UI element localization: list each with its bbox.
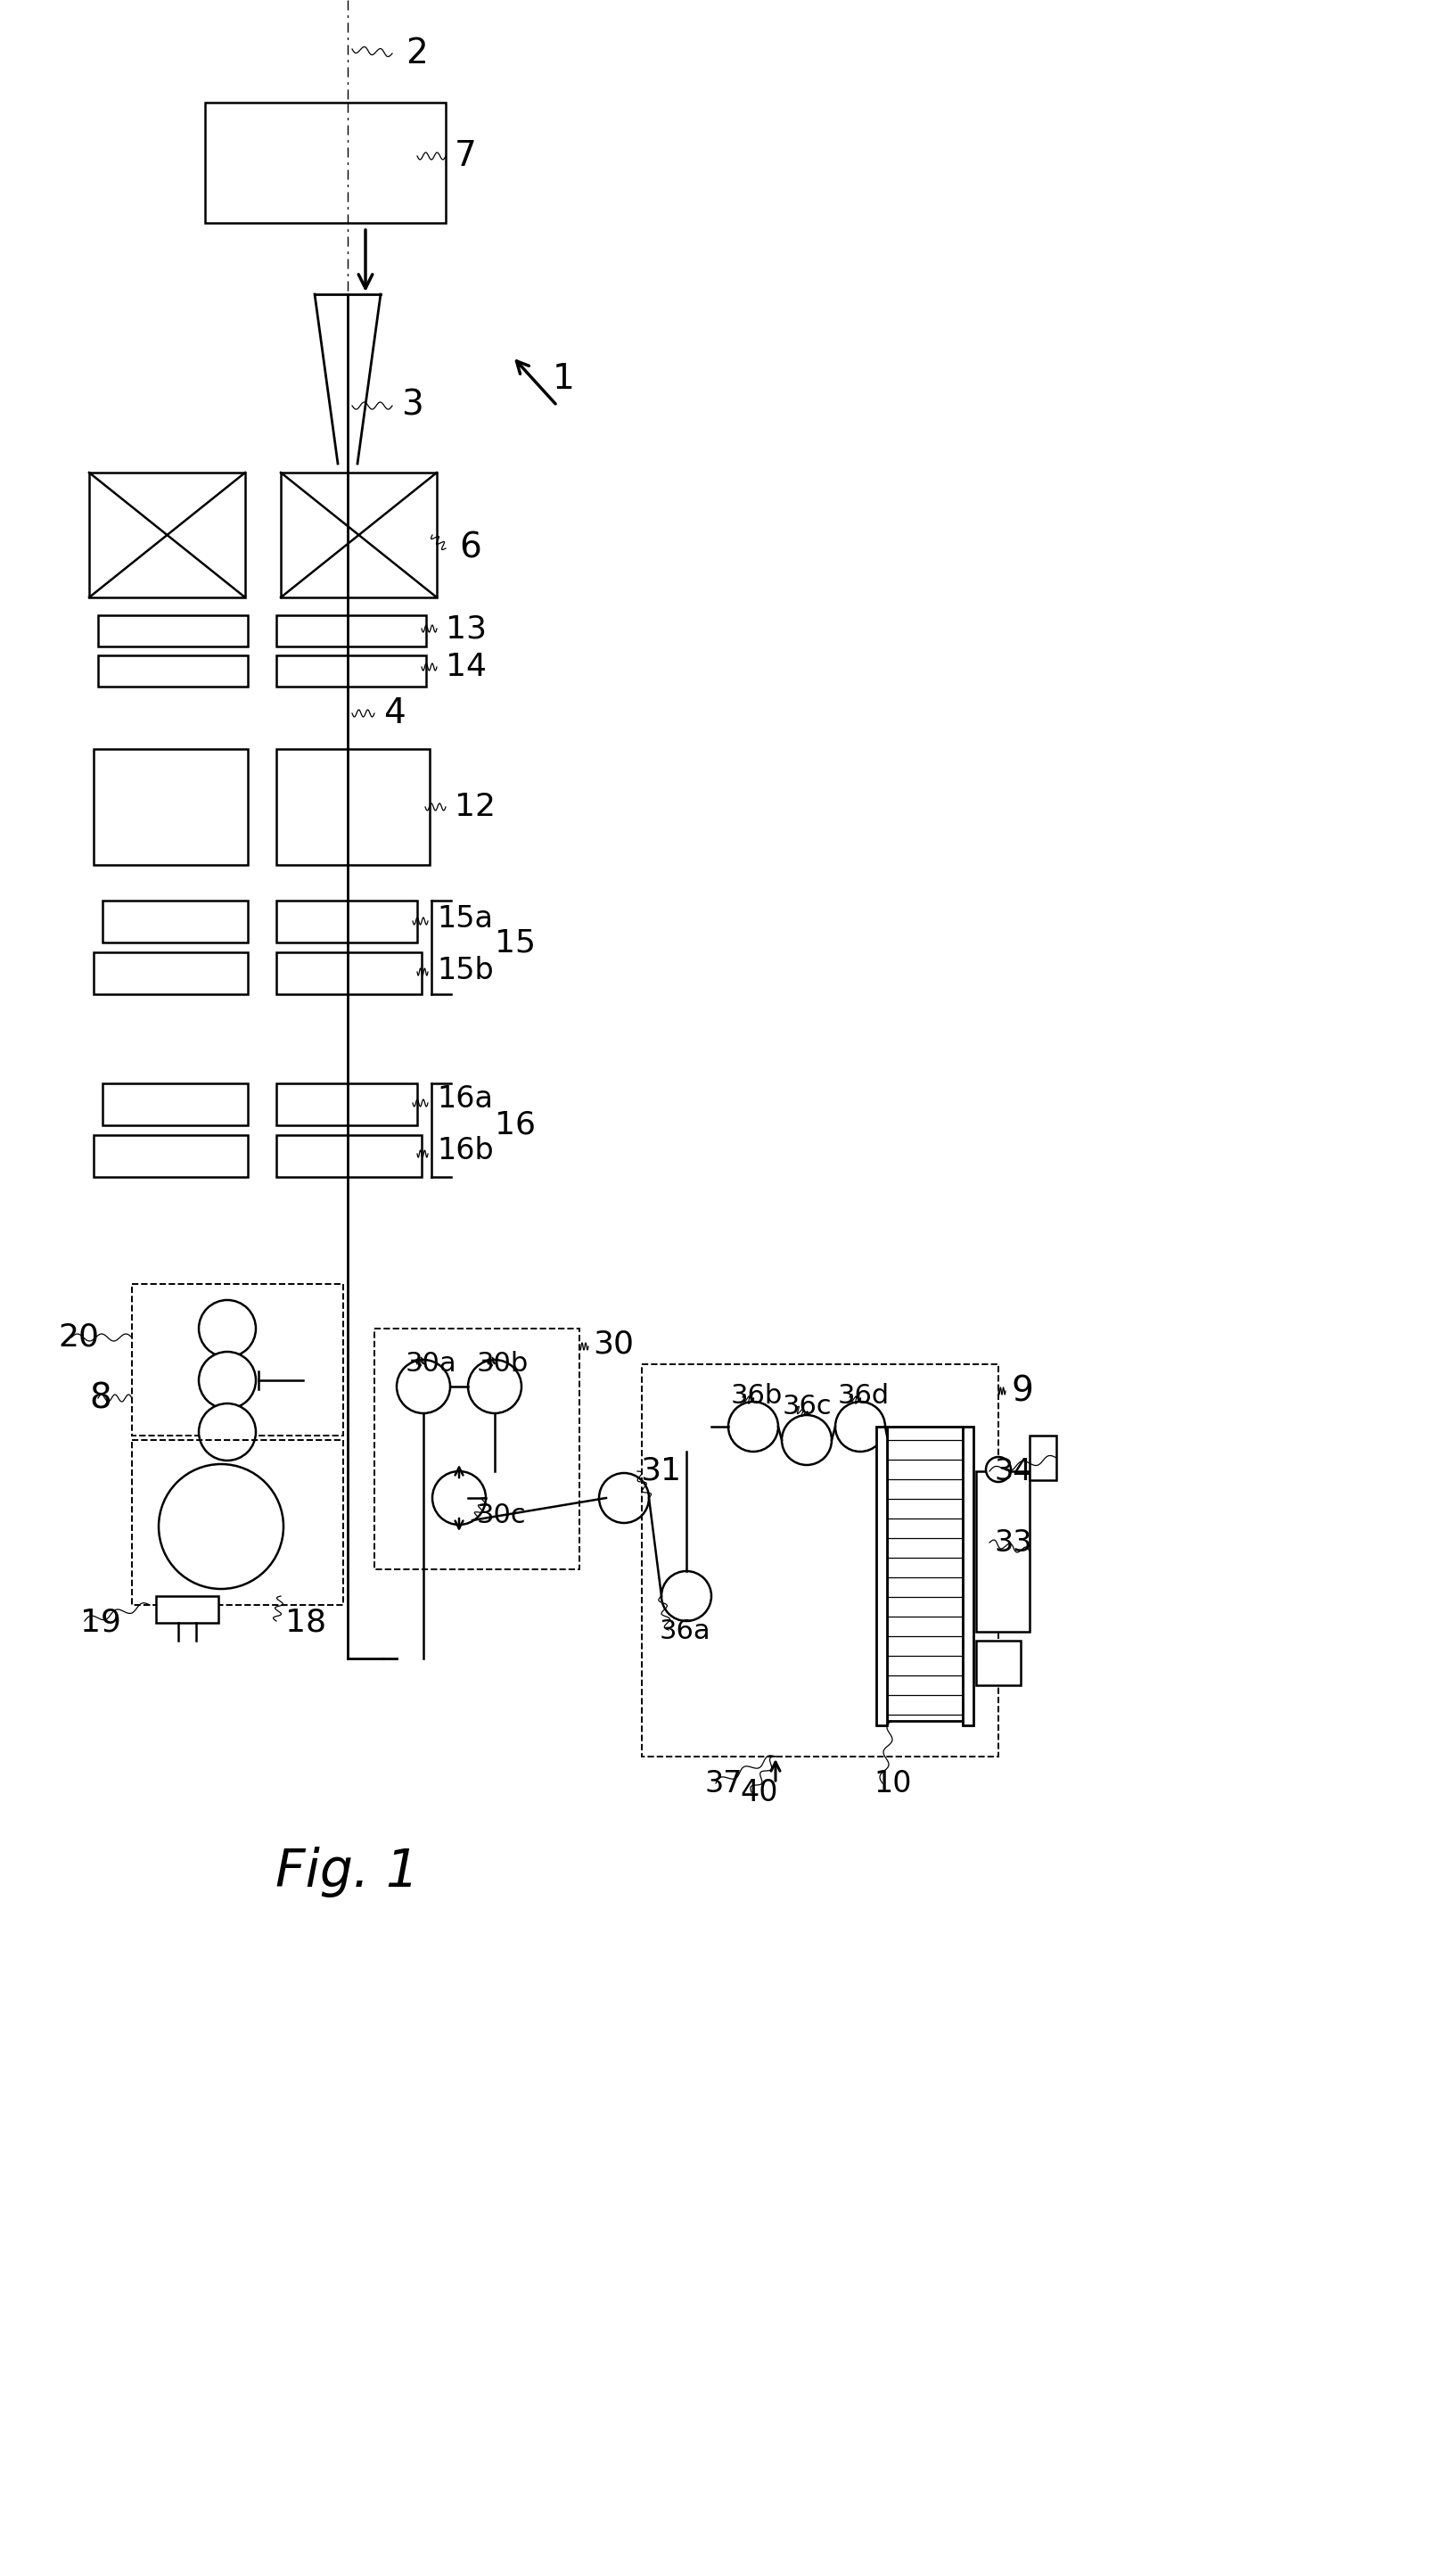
Bar <box>276 902 417 943</box>
Bar <box>280 471 436 598</box>
Bar <box>276 616 426 647</box>
Circle shape <box>985 1458 1010 1481</box>
Circle shape <box>432 1471 485 1525</box>
Text: 1: 1 <box>552 363 574 397</box>
Text: 15a: 15a <box>436 904 493 933</box>
Text: 15: 15 <box>494 927 535 958</box>
Text: 12: 12 <box>455 791 495 822</box>
Circle shape <box>158 1463 283 1589</box>
Text: 13: 13 <box>446 613 487 644</box>
Circle shape <box>199 1404 256 1461</box>
Bar <box>103 902 247 943</box>
Bar <box>132 1283 343 1435</box>
Text: 19: 19 <box>80 1607 121 1638</box>
Bar <box>962 1427 974 1726</box>
Circle shape <box>199 1301 256 1358</box>
Bar <box>876 1427 886 1726</box>
Bar <box>276 953 421 994</box>
Text: 18: 18 <box>285 1607 325 1638</box>
Bar <box>205 103 446 224</box>
Text: 9: 9 <box>1011 1373 1033 1409</box>
Circle shape <box>782 1414 831 1466</box>
Text: 4: 4 <box>384 696 405 729</box>
Text: 3: 3 <box>401 389 423 422</box>
Text: 37: 37 <box>703 1770 741 1798</box>
Bar <box>103 1084 247 1126</box>
Bar <box>276 750 430 866</box>
Bar <box>276 654 426 688</box>
Text: 20: 20 <box>58 1321 99 1352</box>
Bar <box>93 1136 247 1177</box>
Text: 16: 16 <box>494 1110 535 1141</box>
Text: 33: 33 <box>994 1528 1032 1558</box>
Bar <box>97 654 247 688</box>
Circle shape <box>199 1352 256 1409</box>
Text: 40: 40 <box>740 1777 777 1806</box>
Bar <box>975 1641 1020 1685</box>
Text: Fig. 1: Fig. 1 <box>276 1847 418 1899</box>
Circle shape <box>834 1401 885 1453</box>
Text: 30: 30 <box>593 1329 634 1360</box>
Text: 34: 34 <box>994 1455 1032 1486</box>
Bar <box>276 1136 421 1177</box>
Circle shape <box>661 1571 711 1620</box>
Text: 15b: 15b <box>436 956 494 984</box>
Text: 16a: 16a <box>436 1084 493 1113</box>
Bar <box>375 1329 580 1569</box>
Bar <box>276 1084 417 1126</box>
Text: 30c: 30c <box>477 1502 526 1528</box>
Circle shape <box>599 1473 648 1522</box>
Text: 36c: 36c <box>782 1394 831 1419</box>
Text: 6: 6 <box>459 531 481 564</box>
Bar <box>886 1427 962 1721</box>
Bar <box>97 616 247 647</box>
Bar <box>93 750 247 866</box>
Text: 16b: 16b <box>436 1136 494 1164</box>
Circle shape <box>397 1360 450 1414</box>
Bar <box>93 953 247 994</box>
Bar <box>975 1471 1029 1631</box>
Text: 36d: 36d <box>837 1383 889 1409</box>
Circle shape <box>728 1401 777 1453</box>
Text: 30b: 30b <box>477 1352 529 1378</box>
Text: 30a: 30a <box>405 1352 456 1378</box>
Bar <box>641 1365 998 1757</box>
Text: 7: 7 <box>455 139 477 173</box>
Circle shape <box>468 1360 522 1414</box>
Bar <box>89 471 246 598</box>
Text: 36b: 36b <box>731 1383 782 1409</box>
Bar <box>155 1597 218 1623</box>
Text: 8: 8 <box>89 1381 110 1414</box>
Text: 31: 31 <box>639 1455 680 1486</box>
Text: 10: 10 <box>873 1770 911 1798</box>
Text: 14: 14 <box>446 652 487 683</box>
Text: 36a: 36a <box>660 1618 711 1643</box>
Bar <box>1029 1435 1056 1481</box>
Bar <box>132 1440 343 1605</box>
Text: 2: 2 <box>405 36 427 70</box>
